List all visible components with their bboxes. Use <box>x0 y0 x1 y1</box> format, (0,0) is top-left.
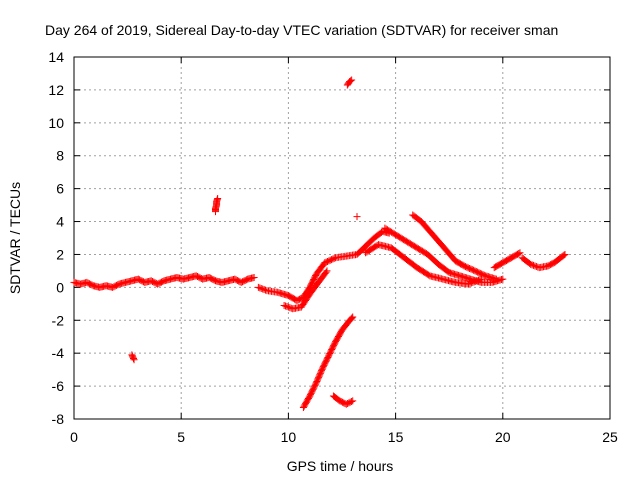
data-point <box>473 277 481 285</box>
data-point <box>476 276 484 284</box>
data-point <box>262 286 270 294</box>
series-9 <box>381 224 507 286</box>
data-point <box>560 251 568 259</box>
data-point <box>353 213 361 221</box>
x-tick-label: 20 <box>495 429 511 445</box>
y-tick-label: 2 <box>56 246 64 262</box>
chart-title: Day 264 of 2019, Sidereal Day-to-day VTE… <box>45 22 558 38</box>
y-tick-label: 12 <box>48 82 64 98</box>
series-5 <box>299 313 357 411</box>
data-point <box>330 254 338 262</box>
data-point <box>257 284 265 292</box>
data-point <box>532 263 540 271</box>
data-point <box>515 250 523 258</box>
axis-ticks: 0 5 10 15 20 25 -8 -6 -4 -2 0 2 4 6 8 10 12 14 <box>48 49 618 445</box>
data-point <box>347 398 355 406</box>
data-point <box>531 262 539 270</box>
data-point <box>528 261 536 269</box>
data-point <box>464 280 472 288</box>
series-10 <box>362 241 485 288</box>
data-point <box>283 303 291 311</box>
data-point <box>284 303 292 311</box>
data-point <box>348 76 356 84</box>
data-points <box>70 76 569 411</box>
series-0 <box>70 272 258 291</box>
data-point <box>259 285 267 293</box>
x-axis-label: GPS time / hours <box>287 458 394 474</box>
x-tick-label: 15 <box>388 429 404 445</box>
series-2 <box>212 195 222 216</box>
data-point <box>280 301 288 309</box>
data-point <box>475 276 483 284</box>
y-tick-label: -4 <box>52 345 65 361</box>
data-point <box>527 260 535 268</box>
x-tick-label: 10 <box>281 429 297 445</box>
series-8 <box>353 213 361 221</box>
series-13 <box>518 250 569 272</box>
y-tick-label: 4 <box>56 214 64 230</box>
plot-frame <box>73 56 611 420</box>
data-point <box>256 284 264 292</box>
y-axis-label: SDTVAR / TECUs <box>7 182 23 294</box>
data-point <box>323 267 331 275</box>
data-point <box>530 261 538 269</box>
data-point <box>322 268 330 276</box>
data-point <box>254 283 262 291</box>
y-tick-label: 14 <box>48 49 64 65</box>
series-11 <box>409 211 500 283</box>
data-point <box>349 313 357 321</box>
data-point <box>472 277 480 285</box>
data-point <box>250 273 258 281</box>
data-point <box>214 195 222 203</box>
data-point <box>260 286 268 294</box>
series-6 <box>329 392 357 408</box>
x-tick-label: 0 <box>70 429 78 445</box>
x-tick-label: 5 <box>177 429 185 445</box>
y-tick-label: -2 <box>52 312 65 328</box>
data-point <box>129 355 137 363</box>
data-point <box>130 356 138 364</box>
data-point <box>286 304 294 312</box>
data-point <box>349 397 357 405</box>
series-4 <box>280 267 331 313</box>
x-tick-label: 25 <box>602 429 618 445</box>
y-tick-label: 8 <box>56 148 64 164</box>
y-tick-label: -8 <box>52 411 65 427</box>
data-point <box>348 314 356 322</box>
data-point <box>499 275 507 283</box>
y-tick-label: 10 <box>48 115 64 131</box>
series-12 <box>490 249 524 272</box>
data-point <box>282 302 290 310</box>
y-tick-label: 6 <box>56 181 64 197</box>
data-point <box>466 280 474 288</box>
y-tick-label: 0 <box>56 279 64 295</box>
data-point <box>561 250 569 258</box>
series-7 <box>343 76 356 89</box>
data-point <box>347 77 355 85</box>
data-point <box>469 278 477 286</box>
data-point <box>516 249 524 257</box>
data-point <box>492 275 500 283</box>
data-point <box>467 279 475 287</box>
y-tick-label: -6 <box>52 378 65 394</box>
data-point <box>470 278 478 286</box>
series-1 <box>128 351 138 364</box>
